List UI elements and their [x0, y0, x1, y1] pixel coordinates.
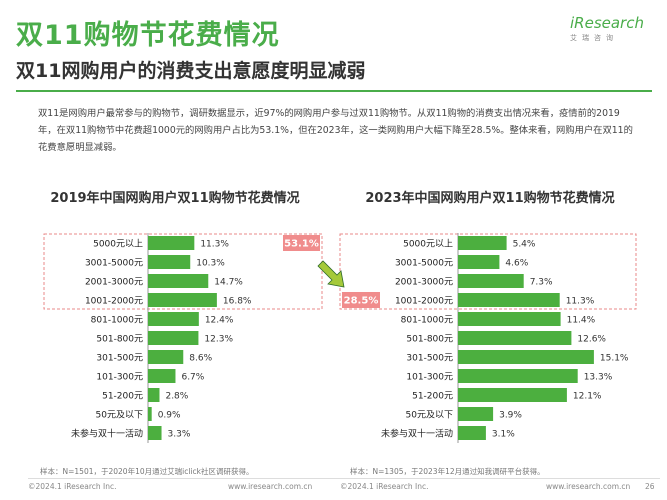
- category-label: 101-300元: [96, 373, 143, 383]
- bar: [458, 236, 507, 250]
- value-label: 15.1%: [600, 354, 629, 364]
- category-label: 3001-5000元: [395, 259, 453, 269]
- chart-2019-source: 样本：N=1501，于2020年10月通过艾瑞iclick社区调研获得。: [40, 467, 254, 476]
- bar: [458, 388, 567, 402]
- highlight-share-box: [342, 292, 380, 308]
- bar: [148, 350, 184, 364]
- highlight-dashed-box: [339, 233, 637, 310]
- bar: [148, 312, 199, 326]
- category-label: 301-500元: [406, 354, 453, 364]
- category-label: 1001-2000元: [85, 297, 143, 307]
- footer-divider: [28, 478, 660, 479]
- value-label: 10.3%: [196, 259, 225, 269]
- trend-arrow-icon: [317, 260, 345, 288]
- value-label: 3.9%: [499, 411, 522, 421]
- bar: [458, 293, 560, 307]
- category-label: 301-500元: [96, 354, 143, 364]
- footer-right-copyright: ©2024.1 iResearch Inc.: [340, 482, 429, 491]
- value-label: 4.6%: [505, 259, 528, 269]
- page-title: 双11购物节花费情况: [16, 20, 280, 51]
- iresearch-logo: iResearch 艾瑞咨询: [570, 14, 654, 43]
- bar: [458, 369, 578, 383]
- value-label: 11.4%: [567, 316, 596, 326]
- category-label: 未参与双十一活动: [71, 428, 143, 440]
- bar: [458, 426, 486, 440]
- category-label: 801-1000元: [401, 316, 453, 326]
- bar: [458, 255, 500, 269]
- category-label: 501-800元: [406, 335, 453, 345]
- page-subtitle: 双11网购用户的消费支出意愿度明显减弱: [16, 60, 366, 82]
- highlight-share-label: 28.5%: [344, 296, 379, 307]
- value-label: 16.8%: [223, 297, 252, 307]
- bar: [148, 236, 195, 250]
- category-label: 5000元以上: [403, 239, 453, 250]
- highlight-share-box: [283, 235, 320, 251]
- category-label: 1001-2000元: [395, 297, 453, 307]
- title-divider: [16, 90, 652, 92]
- bar: [458, 274, 524, 288]
- bar: [148, 407, 152, 421]
- value-label: 12.1%: [573, 392, 602, 402]
- bar: [148, 426, 162, 440]
- value-label: 11.3%: [566, 297, 595, 307]
- category-label: 801-1000元: [91, 316, 143, 326]
- value-label: 14.7%: [214, 278, 243, 288]
- page-number: 26: [645, 482, 655, 491]
- category-label: 101-300元: [406, 373, 453, 383]
- bar: [148, 369, 176, 383]
- category-label: 5000元以上: [93, 239, 143, 250]
- chart-2023-source: 样本：N=1305，于2023年12月通过知我调研平台获得。: [350, 467, 545, 476]
- footer-right-site: www.iresearch.com.cn: [546, 482, 631, 491]
- category-label: 2001-3000元: [85, 278, 143, 288]
- logo-subtitle: 艾瑞咨询: [570, 34, 618, 42]
- bar: [148, 331, 199, 345]
- value-label: 6.7%: [181, 373, 204, 383]
- value-label: 3.3%: [168, 430, 191, 440]
- value-label: 13.3%: [584, 373, 613, 383]
- category-label: 50元及以下: [96, 410, 143, 421]
- chart-2023-title: 2023年中国网购用户双11购物节花费情况: [365, 191, 615, 206]
- value-label: 12.6%: [577, 335, 606, 345]
- highlight-share-label: 53.1%: [284, 239, 319, 250]
- value-label: 8.6%: [189, 354, 212, 364]
- logo-wordmark: iResearch: [570, 14, 644, 32]
- arrow-shape: [317, 260, 345, 288]
- category-label: 51-200元: [102, 392, 143, 402]
- footer-left-site: www.iresearch.com.cn: [228, 482, 313, 491]
- category-label: 501-800元: [96, 335, 143, 345]
- bar: [148, 274, 209, 288]
- category-label: 51-200元: [412, 392, 453, 402]
- summary-paragraph: 双11是网购用户最常参与的购物节，调研数据显示，近97%的网购用户参与过双11购…: [38, 108, 633, 153]
- value-label: 7.3%: [530, 278, 553, 288]
- value-label: 0.9%: [158, 411, 181, 421]
- category-label: 未参与双十一活动: [381, 428, 453, 440]
- highlight-dashed-box: [43, 233, 323, 310]
- bar: [148, 388, 160, 402]
- category-label: 2001-3000元: [395, 278, 453, 288]
- footer-left-copyright: ©2024.1 iResearch Inc.: [28, 482, 117, 491]
- value-label: 12.4%: [205, 316, 234, 326]
- bar: [458, 350, 594, 364]
- bar: [148, 293, 217, 307]
- category-label: 3001-5000元: [85, 259, 143, 269]
- category-label: 50元及以下: [406, 410, 453, 421]
- chart-2019: 5000元以上 11.3% 3001-5000元 10.3% 2001-3000元 14.…: [43, 233, 323, 443]
- value-label: 12.3%: [204, 335, 233, 345]
- bar: [148, 255, 191, 269]
- value-label: 2.8%: [165, 392, 188, 402]
- value-label: 11.3%: [200, 240, 229, 250]
- value-label: 3.1%: [492, 430, 515, 440]
- chart-2019-title: 2019年中国网购用户双11购物节花费情况: [50, 191, 300, 206]
- bar: [458, 407, 494, 421]
- value-label: 5.4%: [513, 240, 536, 250]
- bar: [458, 331, 572, 345]
- chart-2023: 5000元以上 5.4% 3001-5000元 4.6% 2001-3000元 7.3% 1…: [339, 233, 637, 443]
- bar: [458, 312, 561, 326]
